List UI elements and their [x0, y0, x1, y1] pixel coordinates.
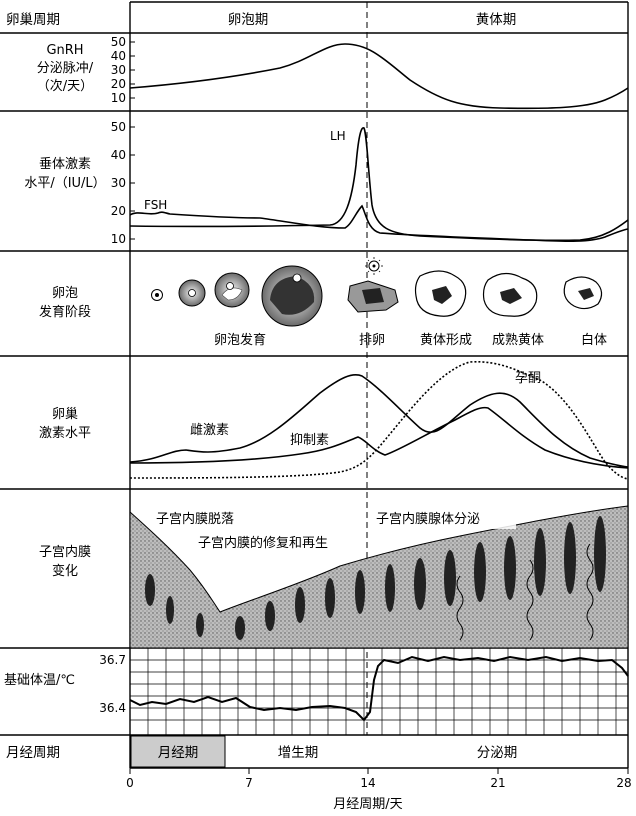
endometrial-glands [145, 516, 606, 640]
ovulation-label: 排卵 [359, 333, 385, 348]
svg-text:水平/（IU/L）: 水平/（IU/L） [24, 176, 105, 191]
follicle-stage-4 [261, 265, 323, 327]
bbt-tick-high: 36.7 [99, 653, 126, 667]
inhibin-label: 抑制素 [290, 433, 329, 448]
bbt-tick-low: 36.4 [99, 701, 126, 715]
x-tick-7: 7 [245, 776, 253, 790]
gnrh-y-ticks [130, 41, 135, 99]
endometrium-tissue [129, 505, 629, 649]
lh-curve [129, 127, 629, 242]
follicle-label: 卵泡 发育阶段 [39, 286, 91, 320]
progesterone-curve [129, 361, 629, 480]
svg-text:激素水平: 激素水平 [39, 426, 91, 441]
shedding-label-bg [152, 507, 260, 529]
corpus-formation-label: 黄体形成 [420, 333, 472, 348]
repair-label: 子宫内膜的修复和再生 [198, 535, 328, 551]
lh-label: LH [330, 129, 346, 143]
mature-corpus-label: 成熟黄体 [492, 332, 544, 348]
gnrh-label: GnRH 分泌脉冲/ （次/天） [37, 43, 94, 94]
svg-text:20: 20 [111, 77, 126, 91]
x-tick-14: 14 [360, 776, 375, 790]
pituitary-tick-labels: 50 40 30 20 10 [111, 120, 126, 246]
estrogen-curve [129, 374, 629, 468]
x-axis-ticks [129, 768, 629, 774]
spiral-arteries [456, 543, 594, 641]
menses-box [130, 735, 226, 768]
svg-text:10: 10 [111, 232, 126, 246]
svg-text:子宫内膜: 子宫内膜 [39, 544, 91, 560]
fsh-curve [129, 204, 629, 243]
repair-label-bg [196, 531, 366, 553]
x-tick-0: 0 [126, 776, 134, 790]
x-tick-28: 28 [616, 776, 631, 790]
svg-text:20: 20 [111, 204, 126, 218]
corpus-albicans [563, 276, 603, 310]
ovarian-label: 卵巢 激素水平 [39, 407, 91, 441]
corpus-luteum-forming [414, 270, 467, 317]
gnrh-tick-labels: 50 40 30 20 10 [111, 35, 126, 105]
bbt-curve [129, 655, 629, 722]
progesterone-label: 孕酮 [515, 371, 541, 386]
shedding-label: 子宫内膜脱落 [156, 511, 234, 527]
follicle-stage-3 [214, 272, 250, 308]
x-tick-21: 21 [490, 776, 505, 790]
svg-text:GnRH: GnRH [46, 43, 83, 58]
bbt-label: 基础体温/℃ [4, 673, 75, 688]
row-label-ovarian-cycle: 卵巢周期 [6, 12, 60, 28]
svg-text:10: 10 [111, 91, 126, 105]
secretion-label: 子宫内膜腺体分泌 [376, 511, 480, 527]
svg-text:变化: 变化 [52, 563, 78, 579]
svg-text:卵泡: 卵泡 [52, 286, 78, 301]
svg-text:30: 30 [111, 63, 126, 77]
x-axis-title: 月经周期/天 [333, 797, 402, 812]
mature-corpus-luteum [482, 272, 538, 317]
secretory-label: 分泌期 [477, 745, 518, 761]
menses-label: 月经期 [158, 745, 199, 761]
fsh-label: FSH [144, 198, 167, 212]
estrogen-label: 雌激素 [190, 422, 229, 438]
inhibin-curve [129, 406, 629, 469]
svg-text:卵巢: 卵巢 [52, 407, 78, 422]
secretion-label-bg [372, 507, 516, 529]
svg-text:30: 30 [111, 176, 126, 190]
ovulation-follicle [347, 257, 399, 313]
proliferative-label: 增生期 [278, 745, 319, 761]
svg-text:40: 40 [111, 148, 126, 162]
luteal-phase-label: 黄体期 [476, 12, 517, 28]
gnrh-curve [129, 43, 629, 110]
svg-text:40: 40 [111, 49, 126, 63]
svg-text:50: 50 [111, 120, 126, 134]
follicle-development-label: 卵泡发育 [214, 332, 266, 348]
svg-text:（次/天）: （次/天） [37, 78, 93, 94]
bbt-grid [130, 648, 628, 735]
follicle-stage-2 [178, 279, 206, 307]
pituitary-label: 垂体激素 水平/（IU/L） [24, 157, 105, 191]
pituitary-y-ticks [130, 126, 135, 240]
endometrium-label: 子宫内膜 变化 [39, 544, 91, 579]
svg-text:50: 50 [111, 35, 126, 49]
albicans-label: 白体 [581, 332, 607, 348]
svg-text:分泌脉冲/: 分泌脉冲/ [37, 61, 94, 76]
row-label-menstrual-cycle: 月经周期 [6, 745, 60, 761]
svg-text:发育阶段: 发育阶段 [39, 304, 91, 320]
follicle-stage-1 [151, 289, 163, 301]
svg-text:垂体激素: 垂体激素 [39, 157, 91, 172]
follicular-phase-label: 卵泡期 [228, 12, 269, 28]
